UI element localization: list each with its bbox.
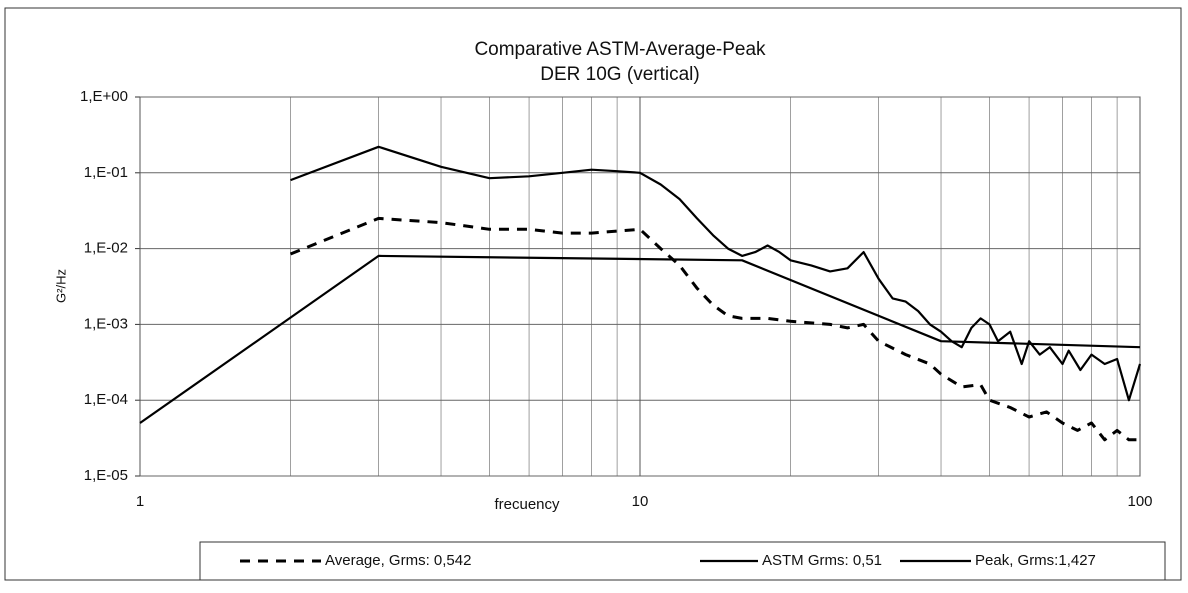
x-tick-label: 10 — [632, 493, 649, 510]
x-tick-label: 1 — [136, 493, 144, 510]
y-axis-label: G²/Hz — [53, 269, 68, 303]
series-line — [290, 145, 1142, 402]
legend-label: ASTM Grms: 0,51 — [762, 552, 882, 569]
series-line — [139, 254, 1141, 424]
y-tick-label: 1,E-04 — [84, 391, 128, 408]
legend-box — [199, 541, 1166, 581]
y-tick-label: 1,E-03 — [84, 315, 128, 332]
legend-label: Average, Grms: 0,542 — [325, 552, 471, 569]
y-tick-label: 1,E-05 — [84, 467, 128, 484]
y-tick-label: 1,E+00 — [80, 88, 128, 105]
series-line — [289, 216, 1140, 442]
y-tick-label: 1,E-01 — [84, 164, 128, 181]
legend-label: Peak, Grms:1,427 — [975, 552, 1096, 569]
chart-subtitle: DER 10G (vertical) — [540, 64, 699, 85]
x-axis-label: frecuency — [494, 496, 560, 513]
y-tick-label: 1,E-02 — [84, 240, 128, 257]
chart-title: Comparative ASTM-Average-Peak — [474, 39, 766, 60]
x-tick-label: 100 — [1127, 493, 1152, 510]
